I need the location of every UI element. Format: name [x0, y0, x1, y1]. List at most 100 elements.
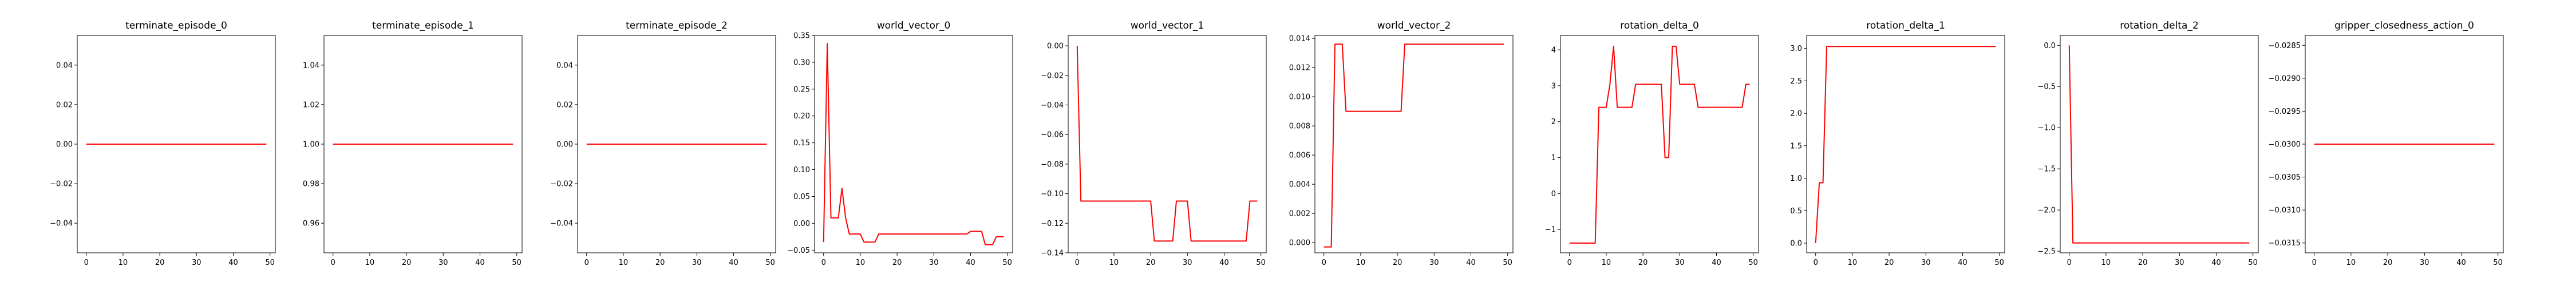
y-tick-label: 0.05 [793, 193, 810, 201]
subplot-title: gripper_closedness_action_0 [2334, 20, 2474, 31]
x-tick-label: 0 [1814, 259, 1818, 267]
y-tick-label: 0.20 [793, 112, 810, 121]
axes-frame [1806, 35, 2005, 253]
y-tick-label: 0.000 [1289, 239, 1310, 248]
subplot-title: rotation_delta_2 [2120, 20, 2199, 31]
x-tick-label: 0 [2312, 259, 2317, 267]
y-tick-label: 0.002 [1289, 210, 1310, 219]
y-tick-label: 0.02 [56, 101, 73, 109]
x-tick-label: 20 [1884, 259, 1894, 267]
axes-frame [1314, 35, 1514, 253]
axes-frame [1068, 35, 1267, 253]
x-tick-label: 10 [1109, 259, 1119, 267]
x-tick-label: 50 [2248, 259, 2258, 267]
x-tick-label: 0 [1567, 259, 1572, 267]
x-tick-label: 0 [1322, 259, 1326, 267]
y-tick-label: 0.004 [1289, 181, 1310, 189]
y-tick-label: 0.02 [556, 101, 573, 109]
subplot-9: gripper_closedness_action_0 0 10 20 30 40 50 −0… [2269, 20, 2504, 267]
x-tick-label: 10 [1356, 259, 1366, 267]
y-tick-label: 0.96 [303, 220, 319, 228]
y-tick-label: −0.06 [1041, 131, 1064, 140]
y-tick-label: −0.5 [2037, 83, 2056, 92]
subplot-title: terminate_episode_1 [372, 20, 474, 31]
x-tick-label: 40 [2211, 259, 2221, 267]
x-tick-label: 50 [1256, 259, 1266, 267]
y-tick-label: −0.0315 [2269, 239, 2301, 248]
subplot-title: rotation_delta_1 [1866, 20, 1945, 31]
y-tick-label: 4 [1551, 46, 1556, 55]
x-tick-label: 50 [265, 259, 275, 267]
subplot-4: world_vector_1 0 10 20 30 40 50 −0.14 −0.12 −0.10… [1041, 20, 1267, 267]
y-tick-label: 1.04 [303, 61, 319, 70]
y-tick-label: −1.5 [2037, 165, 2056, 174]
x-tick-label: 40 [475, 259, 485, 267]
y-tick-label: 0.010 [1289, 93, 1310, 102]
y-tick-label: 0.25 [793, 85, 810, 94]
x-tick-label: 10 [1602, 259, 1611, 267]
x-tick-label: 50 [1748, 259, 1758, 267]
x-tick-label: 50 [512, 259, 521, 267]
x-tick-label: 10 [619, 259, 629, 267]
y-tick-label: 0.0 [1790, 239, 1802, 248]
y-tick-label: 0.014 [1289, 35, 1310, 43]
y-tick-label: 0.04 [556, 61, 573, 70]
y-tick-label: 0 [1551, 190, 1556, 198]
y-tick-label: 1.5 [1790, 142, 1802, 150]
series-line-0 [823, 43, 1004, 245]
x-tick-label: 10 [2346, 259, 2356, 267]
x-tick-label: 20 [1393, 259, 1402, 267]
x-tick-label: 30 [2175, 259, 2184, 267]
x-tick-label: 0 [821, 259, 826, 267]
y-tick-label: 0.04 [56, 61, 73, 70]
x-tick-label: 50 [2493, 259, 2503, 267]
y-tick-label: 0.10 [793, 166, 810, 174]
x-tick-label: 30 [192, 259, 202, 267]
y-tick-label: −0.0310 [2269, 206, 2301, 215]
series-line-0 [1569, 45, 1750, 244]
subplot-6: rotation_delta_0 0 10 20 30 40 50 −1 0 1 2 3 4 [1545, 20, 1759, 267]
x-tick-label: 30 [929, 259, 939, 267]
y-tick-label: −0.0285 [2269, 42, 2301, 50]
subplot-title: world_vector_0 [877, 20, 951, 31]
subplot-title: terminate_episode_2 [626, 20, 728, 31]
x-tick-label: 40 [2456, 259, 2466, 267]
x-tick-label: 10 [2101, 259, 2111, 267]
subplot-title: world_vector_2 [1377, 20, 1451, 31]
y-tick-label: 0.008 [1289, 122, 1310, 131]
x-tick-label: 50 [1994, 259, 2004, 267]
x-tick-label: 10 [118, 259, 128, 267]
x-tick-label: 50 [1503, 259, 1512, 267]
y-tick-label: −0.14 [1041, 249, 1064, 258]
series-line-0 [1323, 43, 1504, 248]
x-tick-label: 10 [1848, 259, 1858, 267]
y-tick-label: 0.00 [793, 220, 810, 228]
x-tick-label: 20 [892, 259, 902, 267]
x-tick-label: 50 [765, 259, 775, 267]
y-tick-label: 3 [1551, 82, 1556, 90]
y-tick-label: 0.0 [2044, 42, 2056, 50]
x-tick-label: 10 [365, 259, 375, 267]
y-tick-label: −0.04 [50, 220, 73, 228]
subplot-title: world_vector_1 [1131, 20, 1204, 31]
y-tick-label: −0.04 [1041, 101, 1064, 110]
subplot-2: terminate_episode_2 0 10 20 30 40 50 −0.04 −0.02… [550, 20, 776, 267]
y-tick-label: 0.35 [793, 32, 810, 41]
y-tick-label: −1 [1545, 226, 1556, 235]
x-tick-label: 0 [331, 259, 335, 267]
y-tick-label: −0.08 [1041, 160, 1064, 169]
x-tick-label: 30 [2420, 259, 2429, 267]
y-tick-label: 0.00 [556, 141, 573, 149]
x-tick-label: 30 [1183, 259, 1192, 267]
subplot-grid: terminate_episode_00 10 20 30 40 50−0.04−0.02… [50, 20, 2504, 267]
y-tick-label: 1 [1551, 154, 1556, 162]
x-tick-label: 0 [2067, 259, 2072, 267]
subplot-0: terminate_episode_0 0 10 20 30 40 50 −0.04 −0.02… [50, 20, 276, 267]
subplot-7: rotation_delta_1 0 10 20 30 40 50 0.0 0.5 1.0 1.5 2… [1790, 20, 2005, 267]
x-tick-label: 30 [692, 259, 702, 267]
x-tick-label: 10 [856, 259, 866, 267]
subplot-title: rotation_delta_0 [1620, 20, 1699, 31]
y-tick-label: 0.15 [793, 139, 810, 148]
y-tick-label: −0.02 [50, 180, 73, 189]
